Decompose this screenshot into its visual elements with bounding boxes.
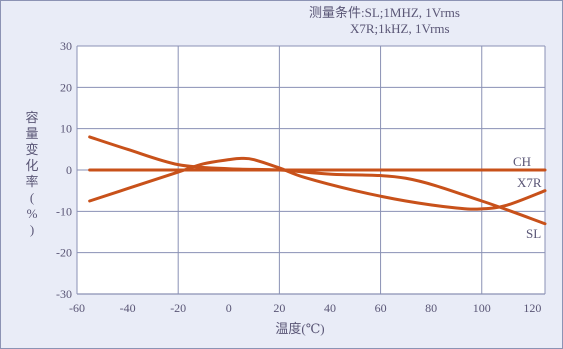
series-label-sl: SL xyxy=(526,226,541,241)
y-tick-label: 30 xyxy=(60,39,72,53)
y-tick-label: 10 xyxy=(60,122,72,136)
y-tick-label: 20 xyxy=(60,80,72,94)
test-conditions-line-1: 测量条件:SL;1MHZ, 1Vrms xyxy=(309,5,460,20)
x-axis-label: 温度(℃) xyxy=(275,321,325,336)
x-tick-label: 0 xyxy=(226,301,232,315)
y-tick-label: -10 xyxy=(56,204,72,218)
y-axis-label-char: 量 xyxy=(25,126,39,141)
x-tick-label: -40 xyxy=(120,301,136,315)
y-axis-label-char: % xyxy=(26,206,38,221)
y-tick-label: -20 xyxy=(56,246,72,260)
series-label-ch: CH xyxy=(513,154,531,169)
y-axis-label-char: 化 xyxy=(25,158,39,173)
y-tick-label: -30 xyxy=(56,287,72,301)
x-tick-label: 80 xyxy=(425,301,437,315)
series-line-x7r xyxy=(88,156,547,211)
y-axis-label-char: ( xyxy=(29,190,35,205)
y-axis-label: 容 量 变 化 率 ( % ) xyxy=(24,110,40,238)
y-tick-label: 0 xyxy=(66,163,72,177)
series-label-x7r: X7R xyxy=(517,175,542,190)
x-tick-label: 60 xyxy=(375,301,387,315)
x-tick-label: -60 xyxy=(69,301,85,315)
x-tick-label: 120 xyxy=(523,301,541,315)
y-axis-label-char: 变 xyxy=(25,142,39,157)
x-tick-label: -20 xyxy=(170,301,186,315)
test-conditions-line-2: X7R;1kHZ, 1Vrms xyxy=(350,21,450,36)
x-tick-label: 20 xyxy=(273,301,285,315)
series-line-sl xyxy=(88,135,547,226)
x-tick-label: 100 xyxy=(473,301,491,315)
x-tick-label: 40 xyxy=(324,301,336,315)
y-axis-label-char: 容 xyxy=(25,110,39,125)
y-axis-label-char: ) xyxy=(29,222,35,237)
y-axis-label-char: 率 xyxy=(25,174,39,189)
